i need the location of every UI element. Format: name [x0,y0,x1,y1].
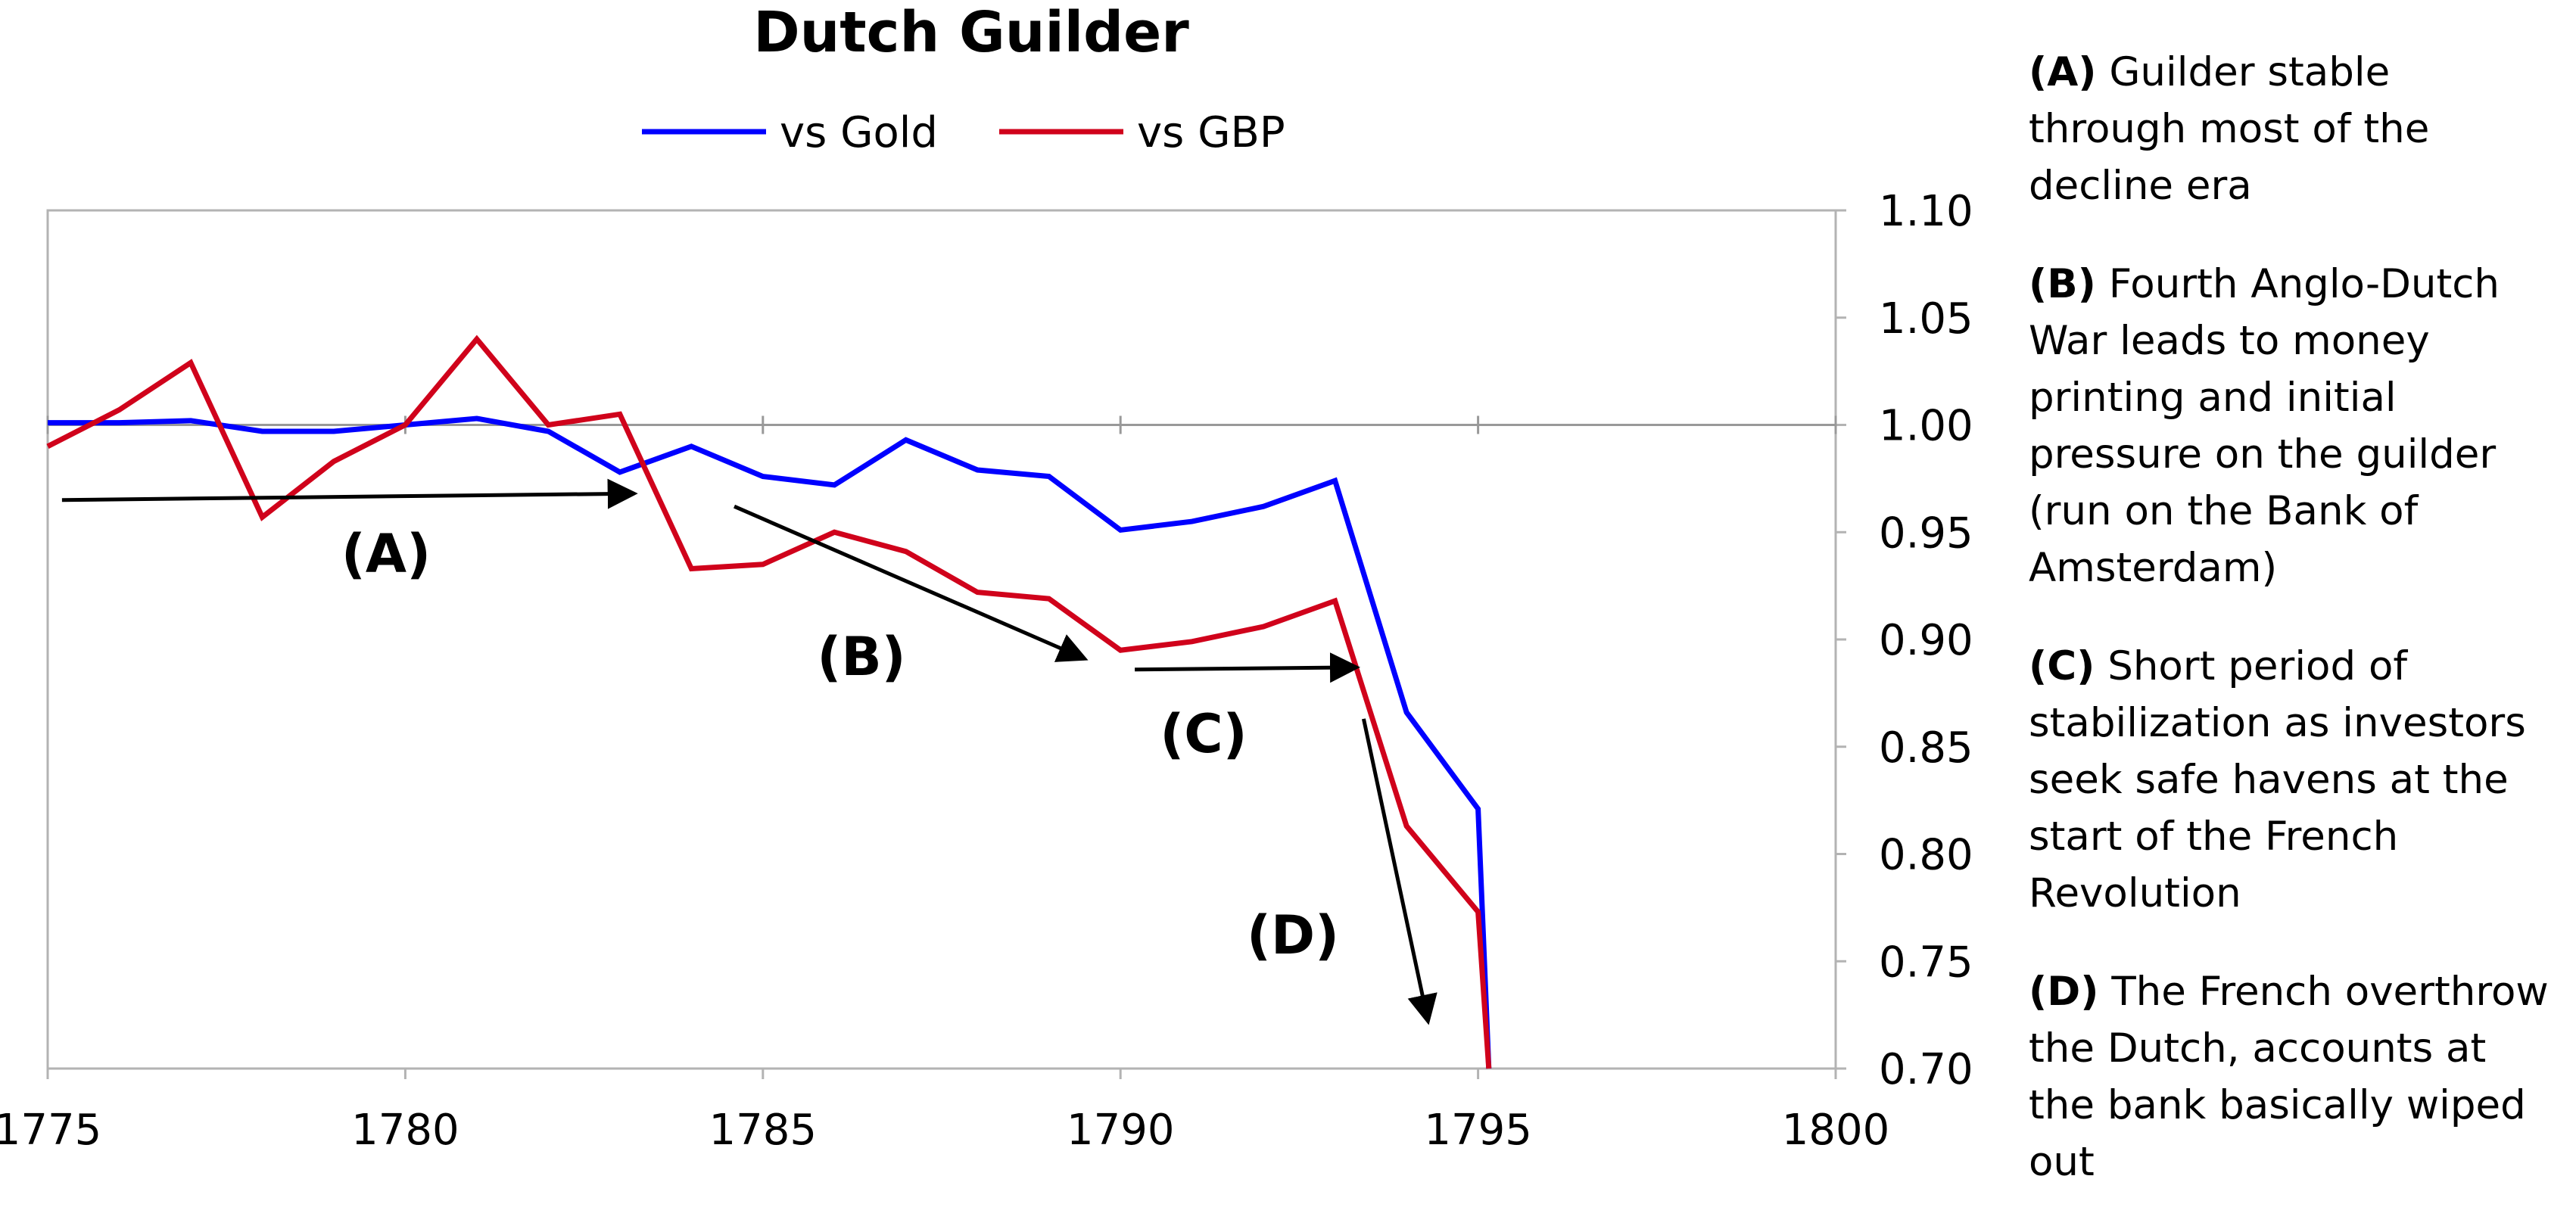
legend-label-vs-gold: vs Gold [780,108,938,157]
plot-area [46,209,1837,1070]
x-tick-label: 1800 [1782,1106,1890,1155]
x-tick-label: 1795 [1424,1106,1532,1155]
note-a-key: (A) [2029,49,2097,95]
series-line-vs-gbp [46,334,1492,1069]
y-tick-labels: 1.10 1.05 1.00 0.95 0.90 0.85 0.80 0.75 0.70 [1879,187,1973,1094]
annotation-arrow-b [734,504,1089,662]
annotation-label-a: (A) [341,523,431,585]
note-d-text: The French overthrow the Dutch, accounts… [2029,969,2549,1185]
annotation-arrows [61,478,1438,1025]
legend-label-vs-gbp: vs GBP [1137,108,1285,157]
y-tick-label: 0.90 [1879,616,1973,665]
annotation-label-c: (C) [1160,703,1247,765]
note-b-key: (B) [2029,261,2096,307]
annotation-label-b: (B) [817,626,905,688]
chart: Dutch Guilder vs Gold vs GBP 1.10 1.05 1.0… [0,0,1973,1155]
y-tick-label: 1.00 [1879,402,1973,451]
x-tick-label: 1785 [709,1106,818,1155]
series-lines [46,334,1492,1069]
y-tick-marks [1836,209,1846,1070]
note-c-key: (C) [2029,643,2095,689]
annotation-label-d: (D) [1247,904,1339,966]
note-d: (D) The French overthrow the Dutch, acco… [2029,963,2559,1190]
annotation-notes: (A) Guilder stable through most of the d… [2029,44,2559,1232]
series-line-vs-gold [48,415,1492,1069]
annotation-arrow-c [1135,652,1360,683]
annotation-labels: (A) (B) (C) (D) [341,523,1339,966]
y-tick-label: 1.10 [1879,187,1973,236]
y-tick-label: 0.75 [1879,938,1973,987]
note-a: (A) Guilder stable through most of the d… [2029,44,2559,214]
note-c-text: Short period of stabilization as investo… [2029,643,2526,916]
x-tick-label: 1790 [1067,1106,1175,1155]
note-b: (B) Fourth Anglo-Dutch War leads to mone… [2029,256,2559,596]
annotation-arrow-d [1361,718,1438,1025]
note-b-text: Fourth Anglo-Dutch War leads to money pr… [2029,261,2500,591]
chart-title: Dutch Guilder [753,0,1189,65]
y-tick-label: 0.95 [1879,509,1973,558]
x-tick-marks [46,415,1837,1079]
x-tick-label: 1780 [351,1106,459,1155]
note-a-text: Guilder stable through most of the decli… [2029,49,2430,209]
y-tick-label: 1.05 [1879,294,1973,344]
y-tick-label: 0.85 [1879,723,1973,773]
note-d-key: (D) [2029,969,2099,1015]
note-c: (C) Short period of stabilization as inv… [2029,638,2559,922]
y-tick-label: 0.70 [1879,1045,1973,1094]
x-tick-labels: 1775 1780 1785 1790 1795 1800 [0,1106,1889,1155]
annotation-arrow-a [61,478,638,509]
y-tick-label: 0.80 [1879,831,1973,880]
legend: vs Gold vs GBP [642,108,1285,157]
x-tick-label: 1775 [0,1106,101,1155]
